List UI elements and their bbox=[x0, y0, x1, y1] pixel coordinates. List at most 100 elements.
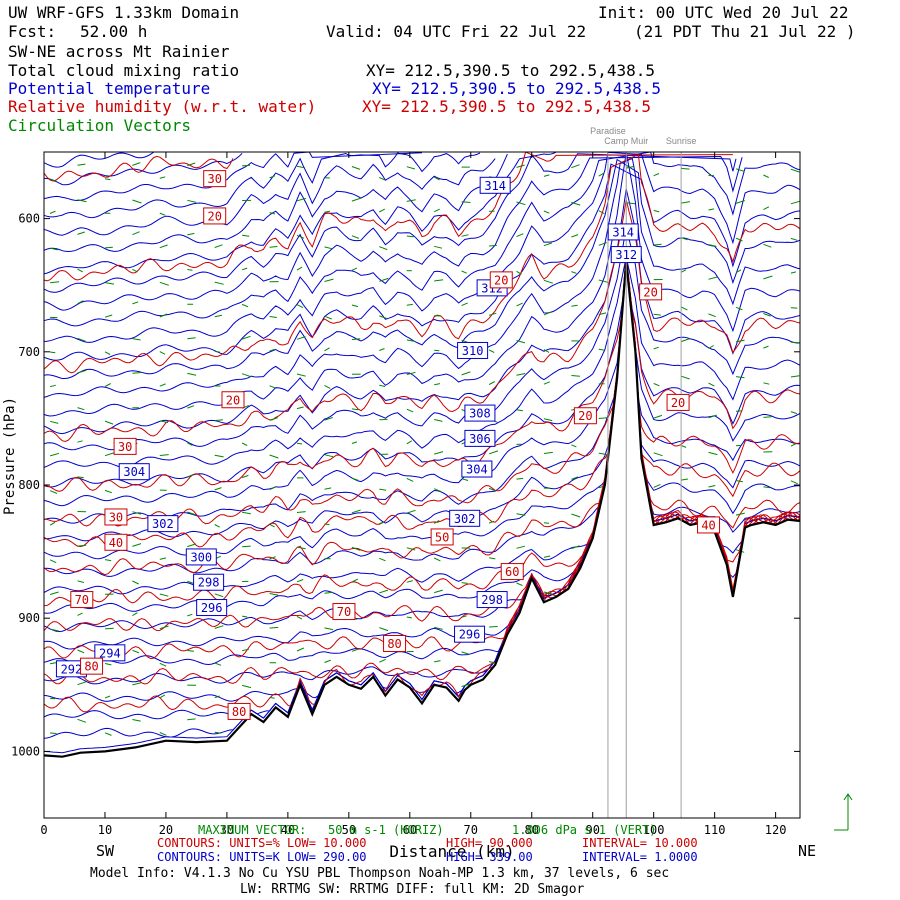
circulation-vector bbox=[77, 649, 85, 654]
circulation-vector bbox=[543, 311, 552, 316]
circulation-vector bbox=[516, 409, 523, 412]
rh-contour-line bbox=[43, 254, 801, 576]
circulation-vector bbox=[653, 313, 661, 316]
x-tick-label: 60 bbox=[403, 823, 417, 837]
circulation-vector bbox=[187, 405, 195, 409]
circulation-vector bbox=[461, 234, 469, 237]
circulation-vector bbox=[77, 440, 83, 443]
circulation-vector bbox=[351, 235, 359, 239]
circulation-vector bbox=[790, 237, 798, 241]
circulation-vector bbox=[269, 523, 275, 528]
circulation-vector bbox=[351, 648, 359, 652]
circulation-vector bbox=[187, 269, 193, 271]
circulation-vector bbox=[434, 419, 443, 422]
rh-contour-high: HIGH= 90.000 bbox=[446, 836, 533, 850]
rh-contour-label-box bbox=[221, 391, 245, 409]
circulation-vector bbox=[434, 245, 443, 249]
theta-contour-line bbox=[43, 152, 801, 417]
circulation-vector bbox=[269, 212, 276, 215]
circulation-vector bbox=[735, 200, 745, 204]
circulation-vector bbox=[132, 511, 142, 515]
circulation-vector bbox=[104, 178, 111, 181]
rh-contour-label: 20 bbox=[207, 209, 221, 223]
circulation-vector bbox=[159, 244, 168, 249]
circulation-vector bbox=[406, 440, 413, 445]
circulation-vector bbox=[49, 490, 58, 494]
theta-contour-label: 310 bbox=[462, 344, 484, 358]
circulation-vector bbox=[488, 520, 495, 524]
field-theta-label: Potential temperature bbox=[8, 79, 211, 98]
circulation-vector bbox=[571, 545, 580, 550]
circulation-vector bbox=[735, 269, 742, 274]
circulation-vector bbox=[49, 628, 59, 632]
circulation-vector bbox=[104, 695, 111, 699]
circulation-vector bbox=[269, 454, 279, 459]
rh-contour-line bbox=[43, 253, 801, 713]
circulation-vector bbox=[680, 237, 688, 241]
circulation-vector bbox=[132, 199, 142, 204]
circulation-vector bbox=[187, 650, 194, 652]
circulation-vector bbox=[242, 234, 250, 237]
circulation-vector bbox=[50, 732, 57, 734]
circulation-vector bbox=[434, 383, 441, 386]
circulation-vector bbox=[763, 174, 769, 178]
contour-labels: 292 294 296 296 298 298 300 302 302 304 304 306 308 3… bbox=[55, 170, 721, 720]
valid-time: Valid: 04 UTC Fri 22 Jul 22 bbox=[326, 22, 587, 41]
circulation-vector bbox=[49, 559, 57, 564]
circulation-vector bbox=[735, 306, 743, 311]
circulation-vector bbox=[351, 408, 359, 411]
circulation-vector bbox=[735, 512, 745, 516]
theta-contour-label-box bbox=[610, 246, 642, 264]
circulation-vector bbox=[516, 302, 523, 307]
rh-contour-label: 60 bbox=[505, 565, 519, 579]
circulation-vector bbox=[324, 246, 333, 250]
theta-contour-label-box bbox=[457, 341, 489, 359]
circulation-vector bbox=[187, 199, 197, 203]
theta-contour-label-box bbox=[454, 625, 486, 643]
circulation-vector bbox=[461, 270, 467, 274]
circulation-vector bbox=[708, 276, 718, 280]
rh-contour-interval: INTERVAL= 10.000 bbox=[582, 836, 698, 850]
circulation-vector bbox=[324, 210, 330, 213]
theta-contour-label-box bbox=[607, 223, 639, 241]
circulation-vector bbox=[214, 454, 224, 458]
theta-contour-line bbox=[43, 151, 801, 327]
reference-vector-icon bbox=[834, 793, 853, 831]
circulation-vector bbox=[159, 176, 166, 179]
circulation-vector bbox=[680, 338, 690, 343]
y-tick-label: 800 bbox=[18, 478, 40, 492]
circulation-vector bbox=[269, 316, 277, 318]
circulation-vector bbox=[269, 556, 276, 560]
circulation-vector bbox=[433, 208, 440, 213]
theta-contour-label: 298 bbox=[481, 593, 503, 607]
theta-contour-label: 302 bbox=[454, 512, 476, 526]
max-vector-vert: 1.006 dPa s-1 (VERT) bbox=[512, 823, 657, 837]
circulation-vector bbox=[132, 301, 139, 305]
circulation-vector bbox=[104, 663, 112, 666]
rh-contour-line bbox=[43, 253, 801, 550]
circulation-vector bbox=[653, 483, 661, 488]
circulation-vector bbox=[680, 445, 687, 448]
circulation-vector bbox=[187, 580, 194, 584]
rh-contour-line bbox=[43, 199, 801, 443]
circulation-vector bbox=[543, 418, 553, 422]
circulation-vector bbox=[159, 420, 169, 423]
rh-contour-label-box bbox=[203, 170, 227, 188]
circulation-vector bbox=[132, 580, 139, 585]
circulation-vector bbox=[516, 477, 524, 480]
circulation-vector bbox=[241, 648, 250, 652]
circulation-vector bbox=[598, 242, 607, 246]
rh-contour-line bbox=[43, 155, 234, 182]
y-axis-label: Pressure (hPa) bbox=[2, 397, 18, 515]
theta-contour-line bbox=[43, 257, 801, 542]
field-rh-label: Relative humidity (w.r.t. water) bbox=[8, 97, 317, 116]
circulation-vector bbox=[269, 385, 276, 389]
circulation-vector bbox=[214, 662, 222, 666]
x-tick-label: 30 bbox=[220, 823, 234, 837]
circulation-vector bbox=[379, 589, 389, 594]
circulation-vector bbox=[735, 376, 745, 379]
field-vectors-label: Circulation Vectors bbox=[8, 116, 192, 135]
circulation-vector bbox=[159, 281, 169, 286]
circulation-vector bbox=[324, 659, 331, 663]
circulation-vector bbox=[214, 314, 223, 318]
